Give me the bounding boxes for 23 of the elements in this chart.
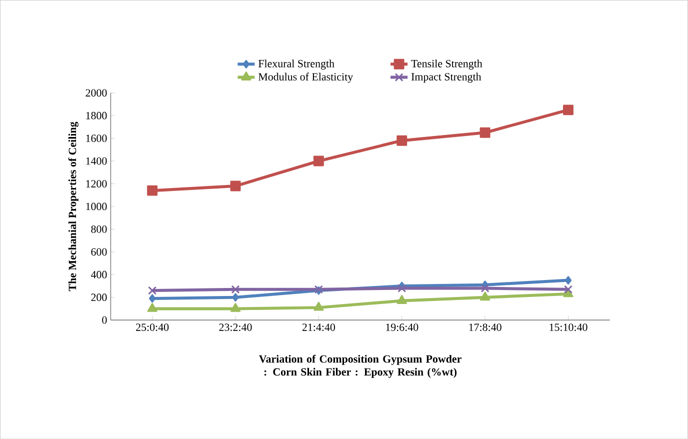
legend-label: Tensile Strength <box>411 59 482 70</box>
legend-label: Modulus of Elasticity <box>258 72 354 83</box>
x-tick-label: 21:4:40 <box>302 323 335 331</box>
x-tick-label: 25:0:40 <box>136 323 169 331</box>
y-tick-label: 1000 <box>86 202 107 210</box>
y-tick-label: 600 <box>91 248 107 256</box>
y-tick-label: 2000 <box>86 89 107 96</box>
y-tick-label: 800 <box>91 225 107 233</box>
legend-label: Flexural Strength <box>258 59 334 70</box>
y-tick-label: 1200 <box>86 180 107 188</box>
y-axis-title: The Mechanial Properties of Ceiling <box>68 122 78 291</box>
x-tick-label: 23:2:40 <box>219 323 252 331</box>
x-tick-label: 19:6:40 <box>386 323 418 331</box>
x-tick-label: 17:8:40 <box>469 323 502 331</box>
y-tick-label: 400 <box>90 270 107 278</box>
y-tick-label: 1800 <box>86 112 107 120</box>
y-tick-label: 200 <box>91 294 107 301</box>
x-axis-title: Variation of Composition Gypsum Powder : Corn Skin Fiber : Epoxy Resin (%wt) <box>258 354 462 378</box>
legend-label: Impact Strength <box>411 72 482 83</box>
y-tick-label: 0 <box>102 316 107 324</box>
x-tick-label: 15:10:40 <box>550 323 588 331</box>
y-tick-label: 1600 <box>86 134 107 142</box>
y-tick-label: 1400 <box>86 157 107 165</box>
